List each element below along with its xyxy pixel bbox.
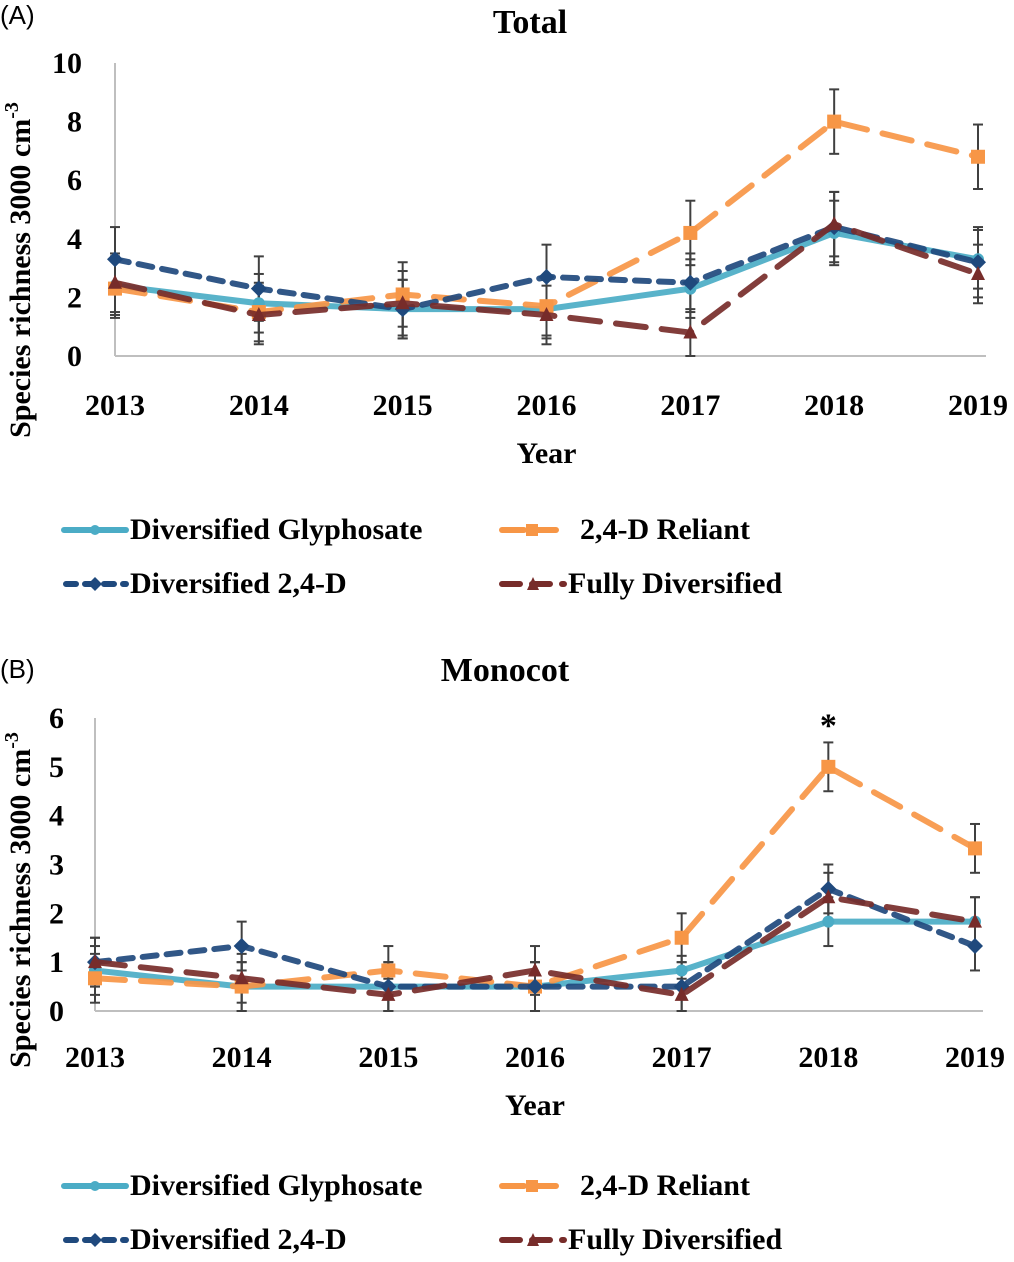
x-tick-label: 2013 xyxy=(65,1041,125,1074)
data-point xyxy=(682,274,699,291)
data-point xyxy=(675,964,688,977)
x-tick-label: 2015 xyxy=(373,389,433,422)
x-tick-label: 2019 xyxy=(948,389,1008,422)
x-tick-label: 2016 xyxy=(505,1041,565,1074)
data-point xyxy=(820,880,837,897)
panel-a-label: (A) xyxy=(0,0,35,30)
x-axis-title: Year xyxy=(517,437,577,470)
diamond-marker-icon xyxy=(63,577,129,591)
data-point xyxy=(539,306,554,321)
data-point xyxy=(827,216,842,231)
x-tick-label: 2013 xyxy=(85,389,145,422)
data-point xyxy=(108,274,122,289)
data-point xyxy=(971,149,985,164)
legend-label: Diversified 2,4-D xyxy=(130,1223,347,1256)
legend-label: Diversified Glyphosate xyxy=(130,1169,423,1202)
data-point xyxy=(968,913,982,928)
y-tick-label: 6 xyxy=(49,702,64,735)
legend-a-item-glyphosate: Diversified Glyphosate xyxy=(61,510,423,550)
y-tick-label: 1 xyxy=(49,946,64,979)
data-point xyxy=(381,963,396,978)
y-tick-label: 0 xyxy=(49,995,64,1028)
y-tick-label: 8 xyxy=(67,106,82,139)
x-axis-title: Year xyxy=(505,1089,565,1122)
y-tick-label: 5 xyxy=(49,751,64,784)
panel-b-label: (B) xyxy=(0,654,35,684)
data-point xyxy=(674,930,689,945)
legend-label: Diversified 2,4-D xyxy=(130,567,347,600)
x-tick-label: 2018 xyxy=(804,389,864,422)
x-tick-label: 2017 xyxy=(660,389,720,422)
y-axis-title: Species richness 3000 cm-3 xyxy=(1,102,37,438)
legend-b-item-fully: Fully Diversified xyxy=(499,1220,783,1260)
chart-a-title: Total xyxy=(492,4,568,41)
x-tick-label: 2017 xyxy=(652,1041,712,1074)
y-tick-label: 2 xyxy=(67,281,82,314)
data-point xyxy=(822,915,835,928)
legend-b-item-glyphosate: Diversified Glyphosate xyxy=(61,1166,423,1206)
x-tick-label: 2014 xyxy=(229,389,289,422)
data-point xyxy=(827,114,842,129)
data-point xyxy=(395,287,410,302)
data-point xyxy=(233,938,250,955)
data-point xyxy=(381,986,396,1001)
legend-label: 2,4-D Reliant xyxy=(580,1169,750,1202)
square-marker-icon xyxy=(499,524,567,536)
data-point xyxy=(395,295,410,310)
legend-a-item-div24d: Diversified 2,4-D xyxy=(62,564,347,604)
data-point xyxy=(821,759,836,774)
x-tick-label: 2016 xyxy=(517,389,577,422)
circle-marker-icon xyxy=(61,1181,129,1191)
data-point xyxy=(250,280,267,297)
data-point xyxy=(251,306,266,321)
data-point xyxy=(970,254,986,271)
triangle-marker-icon xyxy=(499,1233,567,1246)
legend-b-item-reliant: 2,4-D Reliant xyxy=(499,1166,750,1206)
y-tick-label: 4 xyxy=(49,800,64,833)
legend-a-item-fully: Fully Diversified xyxy=(499,564,783,604)
chart-b: 0 1 2 3 4 5 6 2013 2014 2015 2016 2017 2018 2019 Year S… xyxy=(1,702,1005,1122)
data-point xyxy=(107,251,123,268)
y-tick-label: 2 xyxy=(49,897,64,930)
data-point xyxy=(971,265,985,280)
data-point xyxy=(234,970,249,985)
data-point xyxy=(683,225,698,240)
data-point xyxy=(538,268,555,285)
significance-asterisk: * xyxy=(820,707,837,744)
circle-marker-icon xyxy=(61,525,129,535)
data-point xyxy=(674,986,689,1001)
legend-a-item-reliant: 2,4-D Reliant xyxy=(499,510,750,550)
data-point xyxy=(967,938,983,955)
diamond-marker-icon xyxy=(63,1233,129,1247)
data-point xyxy=(528,962,542,977)
legend-b-item-div24d: Diversified 2,4-D xyxy=(62,1220,347,1260)
legend-label: Diversified Glyphosate xyxy=(130,513,423,546)
data-point xyxy=(88,971,102,986)
y-tick-label: 0 xyxy=(67,340,82,373)
chart-b-title: Monocot xyxy=(440,652,570,689)
data-point xyxy=(88,954,102,969)
square-marker-icon xyxy=(499,1180,567,1192)
data-point xyxy=(673,978,690,995)
y-tick-label: 10 xyxy=(52,47,82,80)
y-tick-label: 3 xyxy=(49,849,64,882)
y-tick-label: 4 xyxy=(67,223,82,256)
data-point xyxy=(683,324,698,339)
y-tick-label: 6 xyxy=(67,164,82,197)
legend-label: Fully Diversified xyxy=(568,567,783,600)
chart-a: 0 2 4 6 8 10 2013 2014 2015 2016 2017 2018 2019 Year S… xyxy=(1,47,1008,470)
x-tick-label: 2018 xyxy=(798,1041,858,1074)
data-point xyxy=(968,841,982,856)
triangle-marker-icon xyxy=(499,577,567,590)
data-point xyxy=(539,299,554,314)
x-tick-label: 2014 xyxy=(212,1041,272,1074)
legend-label: Fully Diversified xyxy=(568,1223,783,1256)
data-point xyxy=(380,978,397,995)
data-point xyxy=(821,889,836,904)
data-point xyxy=(527,978,543,995)
x-tick-label: 2019 xyxy=(945,1041,1005,1074)
legend-label: 2,4-D Reliant xyxy=(580,513,750,546)
y-axis-title: Species richness 3000 cm-3 xyxy=(1,732,37,1068)
x-tick-label: 2015 xyxy=(358,1041,418,1074)
